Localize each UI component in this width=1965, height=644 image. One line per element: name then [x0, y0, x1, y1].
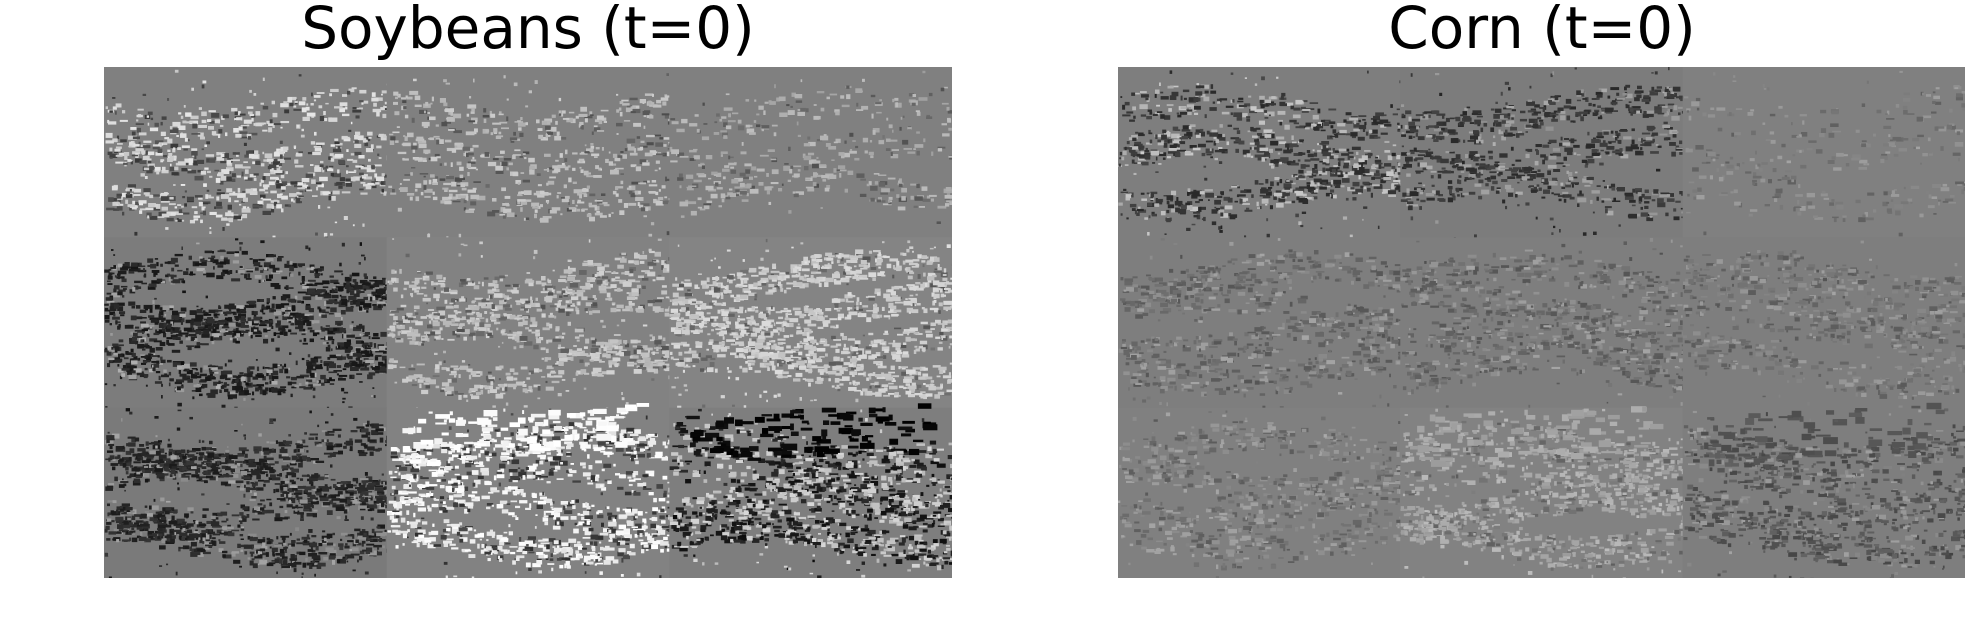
corn-image-canvas — [1118, 67, 1965, 578]
soybeans-grayscale-image — [104, 67, 952, 578]
corn-panel-title: Corn (t=0) — [1388, 0, 1696, 62]
soybeans-panel-title: Soybeans (t=0) — [301, 0, 755, 62]
corn-grayscale-image — [1118, 67, 1965, 578]
soybeans-image-canvas — [104, 67, 952, 578]
